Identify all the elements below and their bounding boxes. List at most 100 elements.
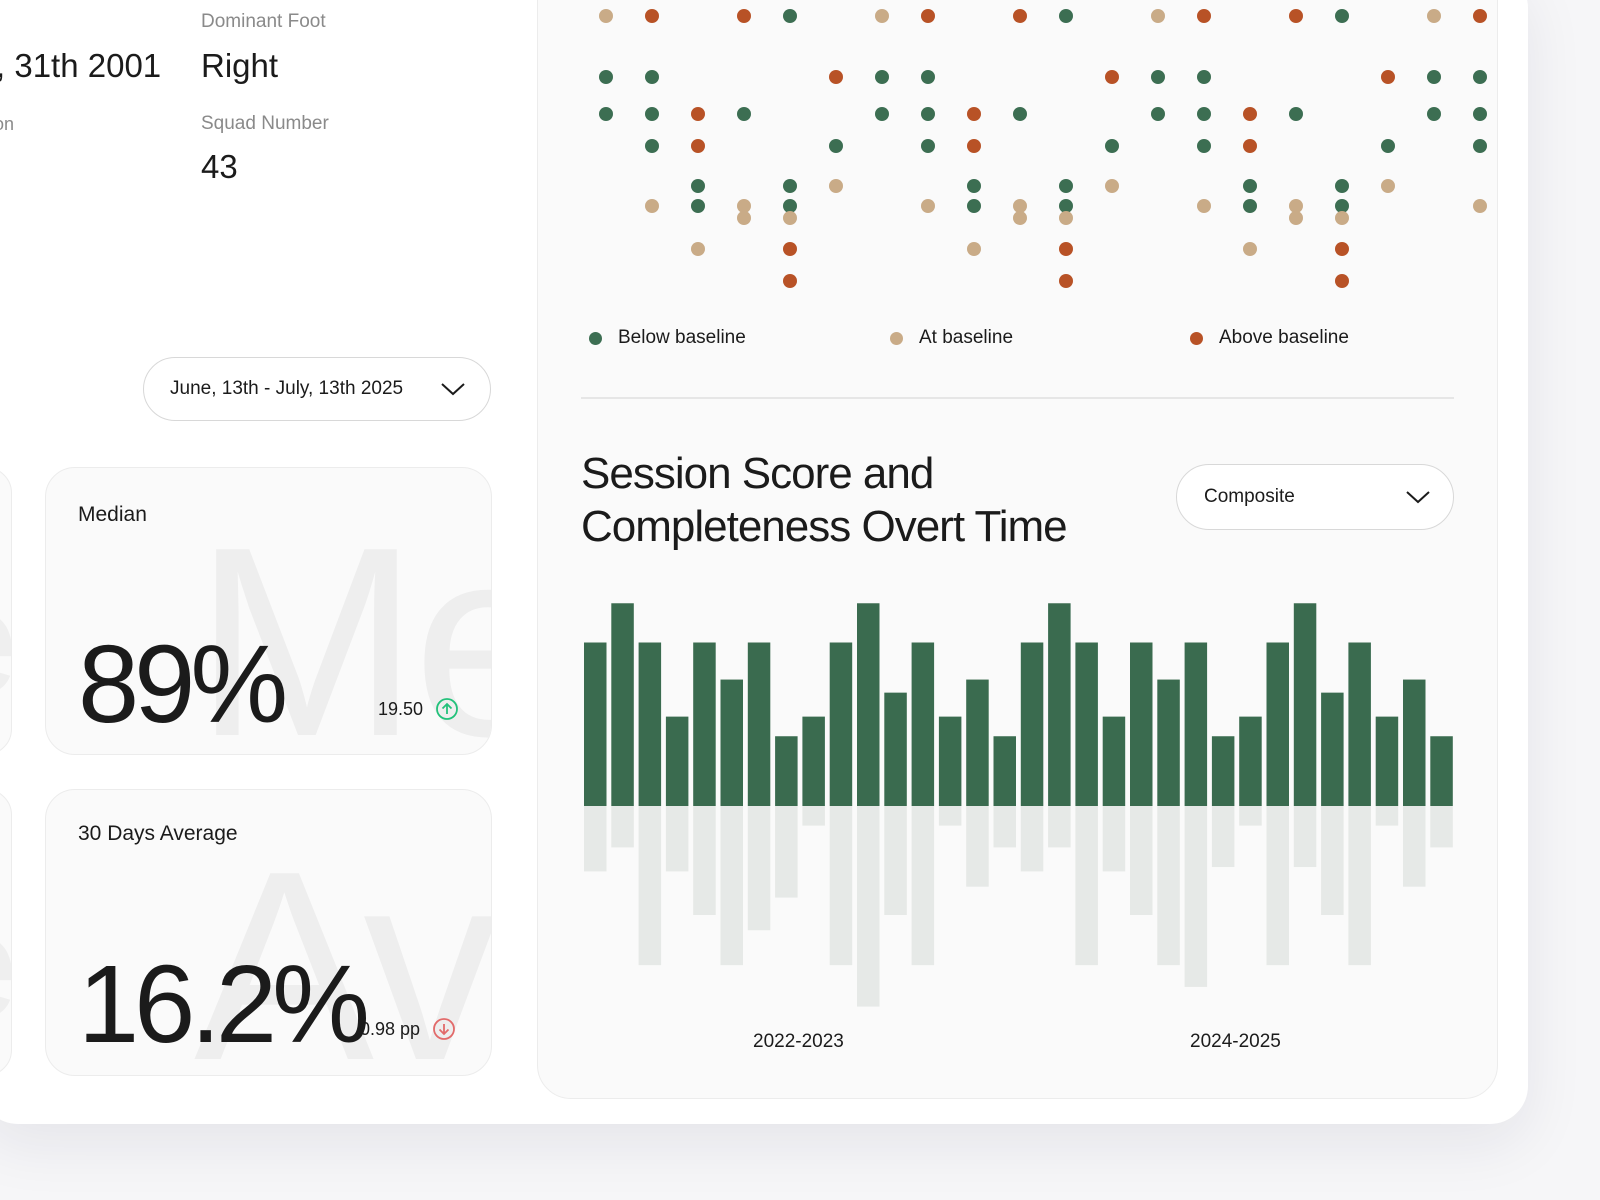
bar-completeness-0 — [584, 806, 607, 872]
dot-below-16-2 — [1335, 199, 1349, 213]
dot-below-4-1 — [783, 179, 797, 193]
dot-at-0-0 — [599, 9, 613, 23]
dot-below-13-1 — [1197, 70, 1211, 84]
squad-number-value: 43 — [201, 148, 238, 185]
dot-above-10-5 — [1059, 274, 1073, 288]
baseline-dot-chart — [599, 9, 1487, 288]
dot-at-14-4 — [1243, 242, 1257, 256]
avg30-delta: 0.98 pp — [360, 1017, 456, 1041]
dot-below-10-1 — [1059, 179, 1073, 193]
dot-below-12-1 — [1151, 70, 1165, 84]
dot-at-1-4 — [645, 199, 659, 213]
dot-below-4-2 — [783, 199, 797, 213]
bar-score-21 — [1157, 679, 1180, 806]
bar-completeness-31 — [1430, 806, 1453, 848]
dominant-foot-value: Right — [201, 47, 279, 84]
date-range-value: June, 13th - July, 13th 2025 — [170, 378, 404, 399]
bar-completeness-6 — [747, 806, 771, 931]
dot-above-17-0 — [1381, 70, 1395, 84]
panel-divider — [581, 397, 1454, 399]
dot-at-6-0 — [875, 9, 889, 23]
dot-above-15-0 — [1289, 9, 1303, 23]
dot-below-2-3 — [691, 199, 705, 213]
dot-below-18-1 — [1427, 70, 1441, 84]
dot-below-9-1 — [1013, 107, 1027, 121]
dot-below-3-1 — [737, 107, 751, 121]
bar-score-15 — [993, 736, 1016, 806]
bar-score-20 — [1130, 642, 1153, 806]
legend-label-above: Above baseline — [1219, 327, 1349, 348]
dot-below-14-2 — [1243, 179, 1257, 193]
dot-at-13-4 — [1197, 199, 1211, 213]
bar-completeness-20 — [1130, 806, 1153, 915]
dot-above-8-1 — [967, 139, 981, 153]
dot-below-0-2 — [599, 107, 613, 121]
bar-completeness-22 — [1184, 806, 1208, 987]
dot-at-2-4 — [691, 242, 705, 256]
bar-completeness-21 — [1157, 806, 1180, 966]
dot-at-9-2 — [1013, 199, 1027, 213]
bar-completeness-29 — [1375, 806, 1399, 826]
dot-below-14-3 — [1243, 199, 1257, 213]
metric-select[interactable]: Composite — [1176, 464, 1454, 530]
dot-at-5-2 — [829, 179, 843, 193]
dot-above-4-4 — [783, 242, 797, 256]
bar-score-14 — [966, 679, 989, 806]
dot-below-19-3 — [1473, 139, 1487, 153]
bar-completeness-13 — [938, 806, 962, 826]
bar-score-28 — [1348, 642, 1371, 806]
partial-card-ghost-letter: e — [0, 566, 11, 716]
dot-below-13-3 — [1197, 139, 1211, 153]
bar-score-11 — [884, 692, 907, 806]
metric-select-value: Composite — [1204, 486, 1295, 507]
dot-below-7-2 — [921, 107, 935, 121]
bar-score-17 — [1048, 603, 1071, 806]
dot-above-9-0 — [1013, 9, 1027, 23]
dot-below-18-2 — [1427, 107, 1441, 121]
bar-completeness-1 — [611, 806, 634, 848]
bar-score-16 — [1020, 642, 1044, 806]
position-value-fragment: on — [0, 114, 15, 134]
dot-at-12-0 — [1151, 9, 1165, 23]
bar-completeness-26 — [1293, 806, 1317, 868]
bar-score-1 — [611, 603, 634, 806]
median-delta: 19.50 — [378, 697, 459, 721]
dot-above-19-0 — [1473, 9, 1487, 23]
dot-at-15-2 — [1289, 199, 1303, 213]
bar-score-22 — [1184, 642, 1208, 806]
dot-below-16-1 — [1335, 179, 1349, 193]
bar-completeness-30 — [1403, 806, 1426, 887]
date-range-select[interactable]: June, 13th - July, 13th 2025 — [143, 357, 491, 421]
dot-below-17-1 — [1381, 139, 1395, 153]
bar-score-10 — [857, 603, 880, 806]
dot-below-10-2 — [1059, 199, 1073, 213]
dot-at-3-2 — [737, 199, 751, 213]
dot-at-9-3 — [1013, 211, 1027, 225]
bar-chart-title: Session Score and Completeness Overt Tim… — [581, 449, 1068, 551]
bar-score-24 — [1239, 716, 1262, 806]
dot-above-2-0 — [691, 107, 705, 121]
dot-below-7-3 — [921, 139, 935, 153]
dot-below-11-1 — [1105, 139, 1119, 153]
bar-completeness-24 — [1239, 806, 1262, 826]
bar-score-6 — [747, 642, 771, 806]
dot-above-16-4 — [1335, 242, 1349, 256]
bar-score-8 — [802, 716, 825, 806]
bar-score-4 — [693, 642, 716, 806]
bar-completeness-9 — [829, 806, 853, 966]
bar-score-23 — [1211, 736, 1235, 806]
bar-completeness-28 — [1348, 806, 1371, 966]
bar-score-0 — [584, 642, 607, 806]
dot-above-1-0 — [645, 9, 659, 23]
dot-above-13-0 — [1197, 9, 1211, 23]
dot-above-2-1 — [691, 139, 705, 153]
bar-completeness-2 — [638, 806, 662, 966]
dot-at-15-3 — [1289, 211, 1303, 225]
dot-at-8-4 — [967, 242, 981, 256]
dot-above-14-0 — [1243, 107, 1257, 121]
bar-completeness-12 — [911, 806, 935, 966]
bar-completeness-8 — [802, 806, 825, 826]
legend-at-baseline: At baseline — [890, 327, 1013, 349]
dot-above-5-0 — [829, 70, 843, 84]
